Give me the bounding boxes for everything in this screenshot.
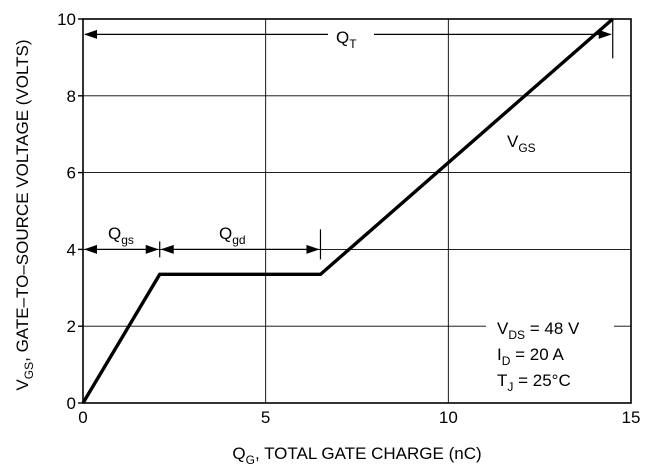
- y-tick-label: 6: [67, 164, 76, 183]
- y-axis-label: VGS, GATE–TO–SOURCE VOLTAGE (VOLTS): [13, 39, 36, 390]
- condition-vds-rest: = 48 V: [525, 319, 580, 338]
- curve-layer: [81, 17, 614, 404]
- condition-id-sub: D: [502, 354, 511, 368]
- y-tick-label: 0: [67, 394, 76, 413]
- qt-label-sub: T: [349, 37, 357, 51]
- qgs-arrow-right: [145, 244, 159, 254]
- tick-label-layer: 0 5 10 15 0 2 4 6 8 10: [57, 10, 640, 427]
- qgd-label: Qgd: [219, 224, 246, 247]
- condition-id: ID = 20 A: [497, 345, 564, 368]
- condition-id-rest: = 20 A: [510, 345, 564, 364]
- qgs-label-main: Q: [108, 224, 121, 243]
- y-axis-label-sub: GS: [22, 362, 36, 379]
- x-axis-label-main: Q: [232, 444, 245, 463]
- x-axis-label-sub: G: [246, 453, 255, 467]
- qgd-arrow-left: [160, 244, 174, 254]
- y-tick-label: 8: [67, 87, 76, 106]
- y-tick-label: 2: [67, 317, 76, 336]
- condition-tj-rest: = 25°C: [513, 371, 570, 390]
- condition-tj-main: T: [497, 371, 507, 390]
- qgs-label-sub: gs: [121, 233, 134, 247]
- series-label-sub: GS: [518, 141, 535, 155]
- qt-arrow-right: [598, 29, 612, 39]
- conditions-background: [486, 314, 614, 394]
- y-axis-label-main: V: [13, 379, 32, 391]
- qgs-label: Qgs: [108, 224, 134, 247]
- series-label-main: V: [507, 132, 519, 151]
- test-conditions: VDS = 48 V ID = 20 A TJ = 25°C: [497, 319, 580, 394]
- qgs-arrow-left: [84, 244, 97, 254]
- annotation-layer: [84, 20, 614, 260]
- x-tick-label: 5: [261, 408, 270, 427]
- qt-label: QT: [336, 28, 357, 51]
- series-line-vgs: [81, 17, 614, 404]
- x-tick-label: 10: [439, 408, 458, 427]
- x-axis-label-rest: , TOTAL GATE CHARGE (nC): [255, 444, 482, 463]
- x-axis-label: QG, TOTAL GATE CHARGE (nC): [232, 444, 481, 467]
- x-tick-label: 15: [622, 408, 641, 427]
- qt-label-main: Q: [336, 28, 349, 47]
- qgd-arrow-right: [306, 244, 320, 254]
- x-tick-label: 0: [78, 408, 87, 427]
- condition-vds: VDS = 48 V: [497, 319, 580, 342]
- condition-tj-sub: J: [507, 380, 513, 394]
- condition-vds-sub: DS: [508, 328, 525, 342]
- qt-arrow-left: [84, 29, 97, 39]
- y-axis-label-rest: , GATE–TO–SOURCE VOLTAGE (VOLTS): [13, 39, 32, 361]
- y-tick-label: 4: [67, 240, 76, 259]
- condition-id-main: I: [497, 345, 502, 364]
- plot-frame: [82, 18, 632, 404]
- qt-label-background: [328, 24, 374, 48]
- series-label-vgs: VGS: [507, 132, 536, 155]
- condition-vds-main: V: [497, 319, 509, 338]
- qgd-label-main: Q: [219, 224, 232, 243]
- y-tick-label: 10: [57, 10, 76, 29]
- qgd-label-sub: gd: [232, 233, 245, 247]
- condition-tj: TJ = 25°C: [497, 371, 571, 394]
